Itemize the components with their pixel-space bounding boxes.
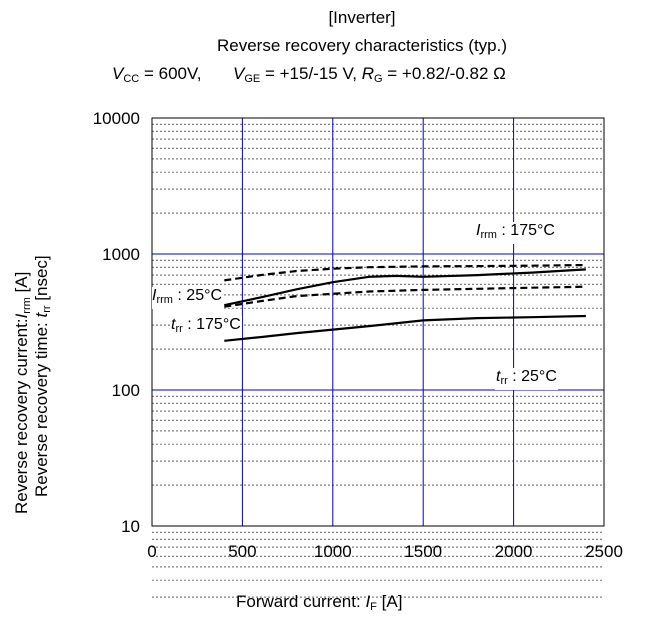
chart-conditions: VCC = 600V, VGE = +15/-15 V, RG = +0.82/… [112, 64, 506, 85]
annotation-irrm-175: Irrm : 175°C [475, 222, 556, 244]
x-tick-label: 2000 [495, 542, 533, 561]
annotation-trr-175: trr : 175°C [170, 316, 242, 338]
series-line-trr-25 [224, 314, 586, 342]
y-axis-label-current: Reverse recovery current:Irrm [A] [12, 271, 33, 514]
annotation-irrm-25: Irrm : 25°C [152, 287, 223, 309]
chart-title-line1: [Inverter] [328, 8, 396, 27]
x-tick-label: 0 [147, 542, 156, 561]
x-tick-label: 2500 [585, 542, 623, 561]
minor-gridlines [152, 123, 604, 598]
vcc-condition: VCC = 600V, [112, 64, 202, 85]
series-line-irrm-25 [224, 268, 586, 307]
series-line-irrm-175 [224, 263, 586, 282]
vge-condition: VGE = +15/-15 V, [232, 64, 357, 85]
tick-labels: 10 100 1000 10000 0 500 1000 1500 2000 2500 [93, 109, 623, 561]
y-tick-label: 1000 [102, 245, 140, 264]
y-tick-label: 10 [121, 517, 140, 536]
x-tick-label: 500 [228, 542, 256, 561]
y-axis-label-time: Reverse recovery time: trr [nsec] [32, 255, 53, 497]
chart-title-line2: Reverse recovery characteristics (typ.) [216, 36, 508, 55]
y-tick-label: 100 [112, 381, 140, 400]
annotation-trr-25: trr : 25°C [495, 368, 558, 390]
y-tick-label: 10000 [93, 109, 140, 128]
plot-frame [151, 117, 605, 527]
x-tick-label: 1500 [404, 542, 442, 561]
x-tick-label: 1000 [314, 542, 352, 561]
series-layer [224, 263, 586, 342]
series-line-trr-175 [224, 285, 586, 308]
rg-condition: RG = +0.82/-0.82 Ω [361, 64, 506, 85]
x-axis-label: Forward current: IF [A] [236, 592, 403, 613]
